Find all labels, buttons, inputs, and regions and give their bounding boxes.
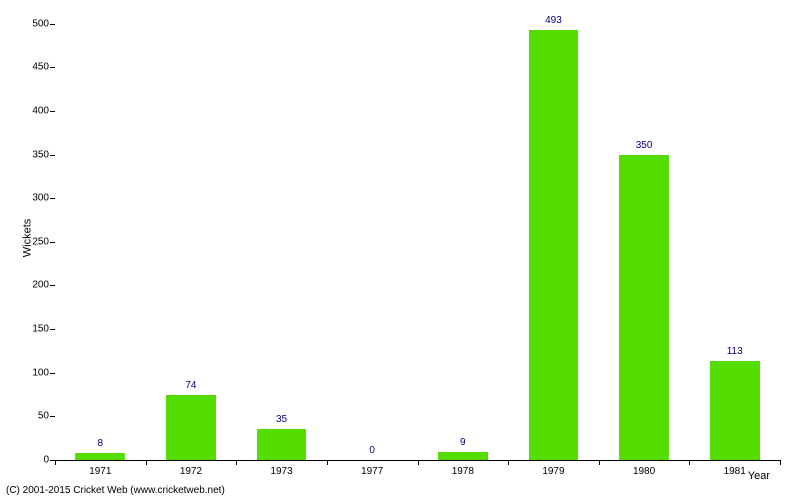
x-tick-mark [146,460,147,465]
bar [75,453,125,460]
y-tick-label: 400 [9,105,49,116]
bar-value-label: 8 [98,438,104,449]
x-tick-label: 1977 [361,466,383,477]
bar [710,361,760,460]
x-tick-label: 1978 [452,466,474,477]
x-tick-mark [689,460,690,465]
x-tick-mark [508,460,509,465]
y-tick-label: 0 [9,455,49,466]
bar [619,155,669,460]
bar [529,30,579,460]
y-tick-label: 200 [9,280,49,291]
x-tick-label: 1971 [89,466,111,477]
y-tick-label: 300 [9,193,49,204]
x-tick-mark [599,460,600,465]
y-tick-label: 450 [9,62,49,73]
x-tick-label: 1981 [724,466,746,477]
y-axis: Wickets 050100150200250300350400450500 [0,15,55,460]
x-tick-mark [236,460,237,465]
bar [166,395,216,460]
x-tick-label: 1979 [542,466,564,477]
x-tick-label: 1972 [180,466,202,477]
x-tick-label: 1973 [270,466,292,477]
bar-value-label: 74 [185,380,196,391]
y-tick-label: 100 [9,367,49,378]
chart-container: Wickets 050100150200250300350400450500 8… [0,0,800,500]
x-axis-label: Year [748,470,770,482]
y-tick-label: 350 [9,149,49,160]
bar-value-label: 350 [636,140,653,151]
x-axis: 1971 1972 1973 1977 1978 1979 1980 1981 [55,460,780,480]
bar-value-label: 113 [727,346,743,357]
bar [257,429,307,460]
x-tick-mark [418,460,419,465]
bar-value-label: 35 [276,414,287,425]
y-tick-label: 50 [9,411,49,422]
plot-area: 8743509493350113 [55,15,780,461]
y-tick-label: 250 [9,236,49,247]
copyright-text: (C) 2001-2015 Cricket Web (www.cricketwe… [6,485,225,496]
bar [438,452,488,460]
y-tick-label: 150 [9,324,49,335]
x-tick-mark [327,460,328,465]
bar-value-label: 0 [369,445,375,456]
bar-value-label: 9 [460,437,466,448]
y-tick-label: 500 [9,18,49,29]
bar-value-label: 493 [545,15,562,26]
x-tick-label: 1980 [633,466,655,477]
x-tick-mark [55,460,56,465]
x-tick-mark [780,460,781,465]
